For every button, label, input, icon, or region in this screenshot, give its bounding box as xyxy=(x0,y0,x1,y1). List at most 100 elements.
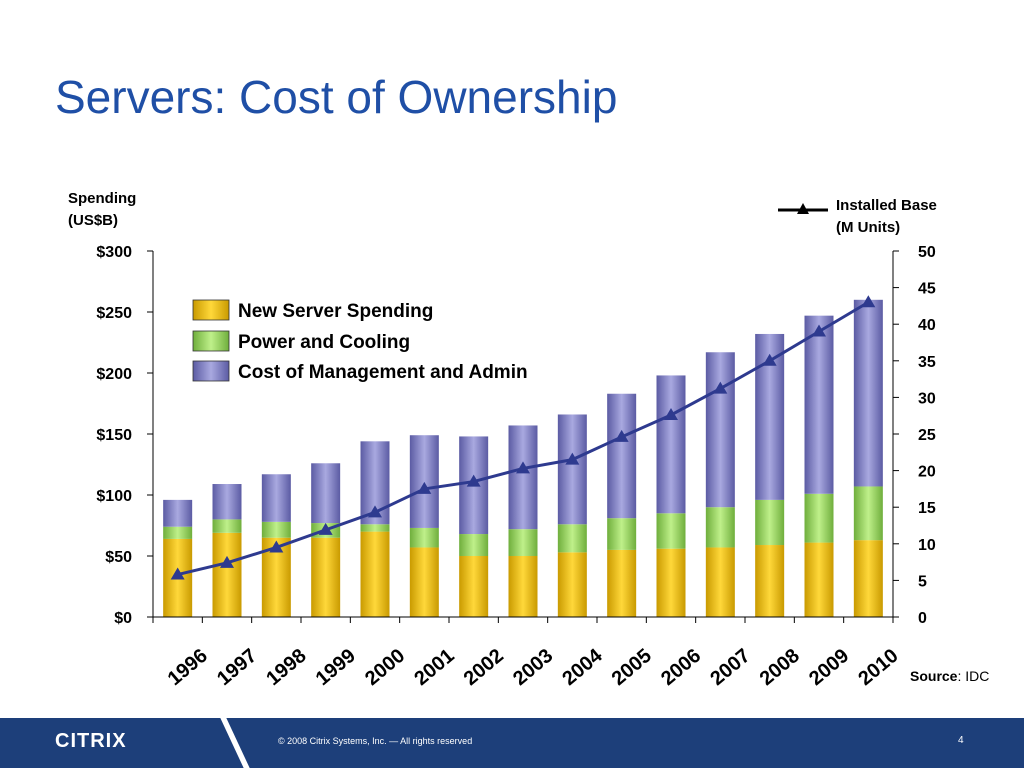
x-tick-label-2007: 2007 xyxy=(706,645,754,690)
source-value: : IDC xyxy=(957,668,989,684)
bar-2-2010 xyxy=(853,486,883,541)
x-tick-label-2003: 2003 xyxy=(509,645,557,690)
x-tick-label-2002: 2002 xyxy=(460,645,508,690)
installed-base-point-1998 xyxy=(269,540,284,553)
installed-base-point-2009 xyxy=(812,324,826,337)
bar-3-2009 xyxy=(804,315,834,494)
copyright-text: © 2008 Citrix Systems, Inc. — All rights… xyxy=(278,736,473,746)
line-legend-line2: (M Units) xyxy=(836,219,900,236)
bar-2-2005 xyxy=(607,518,637,550)
y-right-tick-label: 20 xyxy=(918,464,936,481)
installed-base-point-2001 xyxy=(417,481,432,494)
bar-3-1997 xyxy=(212,484,242,520)
y-right-tick-label: 50 xyxy=(918,244,936,261)
bar-2-1996 xyxy=(163,526,193,539)
y-right-tick-label: 5 xyxy=(918,573,927,590)
y-left-tick-label: $250 xyxy=(96,305,132,322)
bar-2-2000 xyxy=(360,524,390,532)
y-right-tick-label: 45 xyxy=(918,281,936,298)
bar-2-2007 xyxy=(705,507,735,548)
bar-1-2009 xyxy=(804,542,834,617)
bar-2-2001 xyxy=(409,527,439,548)
bar-1-2002 xyxy=(459,556,489,617)
bar-1-2006 xyxy=(656,548,686,617)
bar-3-2010 xyxy=(853,299,883,487)
bar-1-2003 xyxy=(508,556,538,617)
chart: 1996 1997 1998 1999 2000 2001 2002 2003 2004 2005… xyxy=(68,190,989,690)
y-right-tick-label: 10 xyxy=(918,537,936,554)
footer-divider xyxy=(220,718,250,768)
y-right-tick-label: 35 xyxy=(918,354,936,371)
y-right-tick-label: 15 xyxy=(918,500,936,517)
bar-3-2007 xyxy=(705,352,735,508)
installed-base-point-2003 xyxy=(516,461,530,474)
line-legend-marker xyxy=(797,203,809,214)
bar-1-2007 xyxy=(705,547,735,617)
y-left-title-line2: (US$B) xyxy=(68,212,118,229)
page-number: 4 xyxy=(958,735,964,746)
x-tick-label-1996: 1996 xyxy=(164,645,212,690)
y-right-tick-label: 0 xyxy=(918,610,927,627)
legend-swatch-power-cooling xyxy=(192,330,230,352)
bar-1-1997 xyxy=(212,532,242,617)
x-tick-label-1999: 1999 xyxy=(312,645,360,690)
bar-1-2008 xyxy=(755,545,785,617)
installed-base-point-2010 xyxy=(861,295,876,308)
y-left-tick-label: $300 xyxy=(96,244,132,261)
y-right-tick-label: 40 xyxy=(918,317,936,334)
bar-3-1999 xyxy=(311,463,341,524)
legend-swatch-management xyxy=(192,360,230,382)
footer-bar: CITRIX © 2008 Citrix Systems, Inc. — All… xyxy=(0,718,1024,768)
bar-2-2009 xyxy=(804,493,834,543)
installed-base-point-2007 xyxy=(713,381,728,394)
y-left-tick-label: $200 xyxy=(96,366,132,383)
source-label: Source xyxy=(910,668,958,684)
bar-3-2003 xyxy=(508,425,538,530)
bar-2-2008 xyxy=(755,499,785,546)
installed-base-point-1996 xyxy=(170,567,185,580)
bar-1-2004 xyxy=(557,552,587,617)
bar-3-1998 xyxy=(261,474,291,522)
bar-2-1998 xyxy=(261,521,291,538)
source-note: Source: IDC xyxy=(910,668,989,684)
bar-3-2005 xyxy=(607,393,637,519)
x-tick-label-2001: 2001 xyxy=(410,645,458,690)
y-left-tick-label: $0 xyxy=(114,610,132,627)
x-tick-label-2000: 2000 xyxy=(361,645,409,690)
installed-base-point-1999 xyxy=(318,522,333,535)
bar-2-1997 xyxy=(212,519,242,533)
installed-base-point-2002 xyxy=(466,474,481,487)
y-right-tick-label: 30 xyxy=(918,390,936,407)
x-tick-label-1997: 1997 xyxy=(213,645,261,690)
bar-3-1996 xyxy=(163,499,193,527)
legend-label-power-cooling: Power and Cooling xyxy=(238,332,410,353)
installed-base-point-2008 xyxy=(762,353,777,366)
bar-2-2006 xyxy=(656,513,686,549)
y-left-title-line1: Spending xyxy=(68,190,136,207)
bar-2-2003 xyxy=(508,529,538,556)
x-tick-label-1998: 1998 xyxy=(262,645,310,690)
x-tick-label-2009: 2009 xyxy=(805,645,853,690)
installed-base-point-1997 xyxy=(220,555,234,568)
installed-base-point-2000 xyxy=(368,505,382,518)
legend-label-management: Cost of Management and Admin xyxy=(238,362,528,383)
installed-base-point-2004 xyxy=(565,452,580,465)
bar-1-2001 xyxy=(409,547,439,617)
bar-2-2004 xyxy=(557,524,587,553)
x-tick-label-2008: 2008 xyxy=(756,645,804,690)
bar-1-2005 xyxy=(607,549,637,617)
x-tick-label-2010: 2010 xyxy=(854,645,902,690)
page-title: Servers: Cost of Ownership xyxy=(55,71,618,123)
x-tick-label-2005: 2005 xyxy=(608,645,656,690)
line-legend-line1: Installed Base xyxy=(836,197,937,214)
bar-2-2002 xyxy=(459,534,489,556)
bar-3-2001 xyxy=(409,435,439,528)
installed-base-point-2006 xyxy=(664,407,678,420)
x-tick-label-2004: 2004 xyxy=(558,644,607,690)
citrix-logo: CITRIX xyxy=(55,730,127,752)
bar-3-2004 xyxy=(557,414,587,525)
legend-swatch-new-server xyxy=(192,299,230,321)
legend-label-new-server: New Server Spending xyxy=(238,301,433,322)
bar-3-2006 xyxy=(656,375,686,514)
bar-1-1999 xyxy=(311,537,341,617)
